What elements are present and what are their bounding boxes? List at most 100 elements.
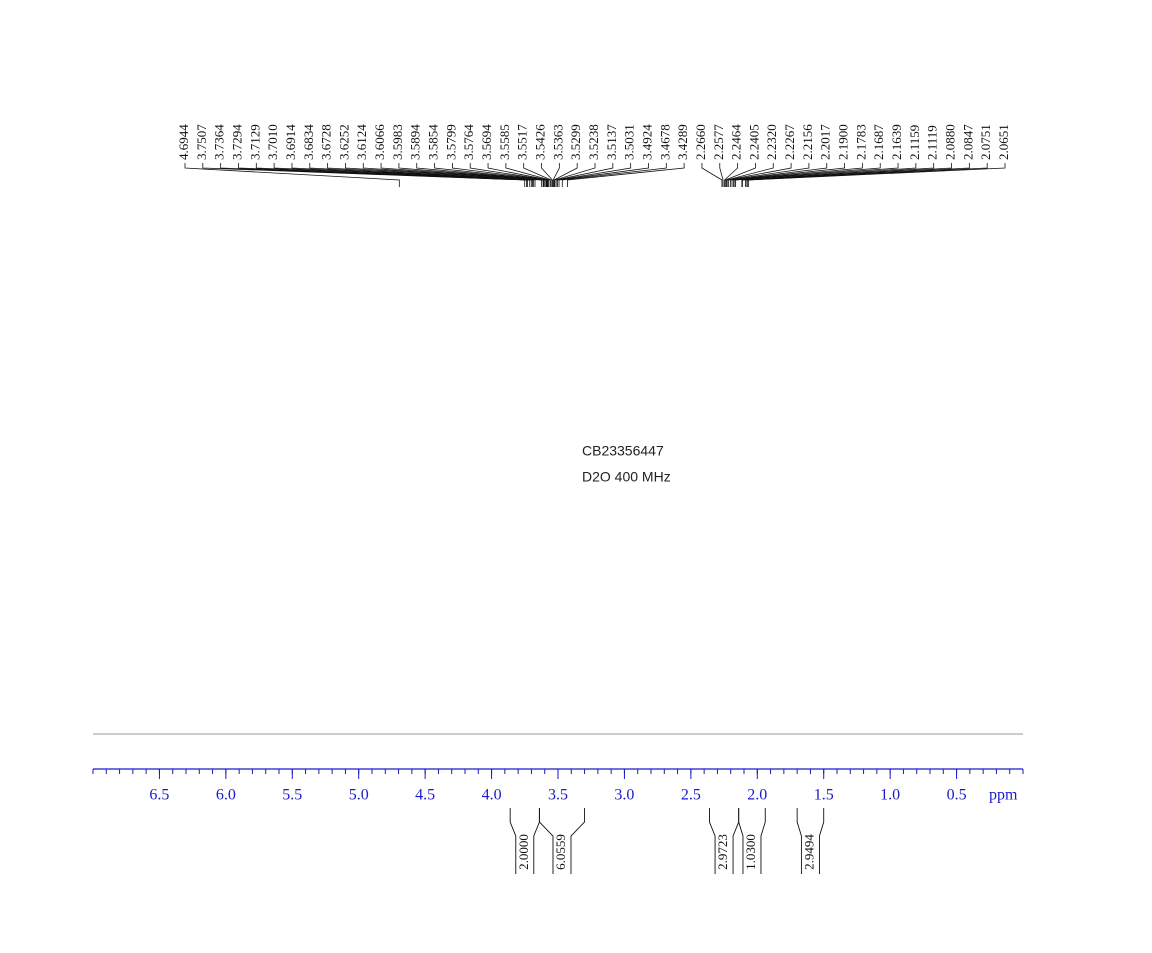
peak-leader <box>728 163 810 187</box>
peak-label: 2.2320 <box>764 124 779 160</box>
x-tick-label: 4.0 <box>482 787 502 804</box>
peak-leader <box>724 163 756 187</box>
x-tick-label: 5.5 <box>282 787 302 804</box>
peak-label: 2.1687 <box>871 124 886 160</box>
peak-label: 3.5031 <box>622 124 637 160</box>
integral-bracket <box>738 808 766 874</box>
peak-leader <box>730 163 828 187</box>
annotation: D2O 400 MHz <box>582 469 671 485</box>
peak-leader <box>523 163 552 187</box>
x-tick-label: 6.5 <box>149 787 169 804</box>
peak-leader <box>273 163 532 187</box>
peak-label: 3.5299 <box>568 124 583 160</box>
peak-label: 3.7507 <box>194 124 209 160</box>
peak-leader <box>309 163 535 187</box>
peak-leader <box>541 163 553 187</box>
peak-label: 3.4924 <box>639 124 654 160</box>
peak-label: 3.5694 <box>479 124 494 160</box>
peak-label: 3.7129 <box>247 124 262 160</box>
peak-label: 3.5137 <box>604 124 619 160</box>
peak-leader <box>416 163 547 187</box>
peak-leader <box>238 163 528 187</box>
x-tick-label: 1.0 <box>880 787 900 804</box>
peak-label: 2.2660 <box>693 124 708 160</box>
peak-leader <box>291 163 533 187</box>
peak-label: 2.2577 <box>711 124 726 160</box>
peak-leader <box>745 163 970 187</box>
peak-leader <box>741 163 917 187</box>
peak-leader <box>733 163 863 187</box>
peak-leader <box>735 163 899 187</box>
peak-leader <box>487 163 550 187</box>
x-tick-label: 4.5 <box>415 787 435 804</box>
peak-label: 2.2156 <box>800 124 815 160</box>
integral-label: 2.0000 <box>516 834 531 870</box>
x-tick-label: 6.0 <box>216 787 236 804</box>
peak-leader <box>184 163 400 187</box>
integral-label: 1.0300 <box>743 834 758 870</box>
peak-label: 2.1639 <box>889 124 904 160</box>
peak-label: 3.7010 <box>265 124 280 160</box>
peak-label: 3.5764 <box>461 124 476 160</box>
peak-leader <box>726 163 792 187</box>
peak-label: 3.5585 <box>497 124 512 160</box>
peak-leader <box>701 163 723 187</box>
peak-label: 3.5799 <box>443 124 458 160</box>
peak-label: 3.5983 <box>390 124 405 160</box>
peak-leader <box>555 163 614 187</box>
peak-leader <box>327 163 536 187</box>
peak-leader <box>745 163 952 187</box>
x-tick-label: 2.0 <box>747 787 767 804</box>
peak-leader <box>724 163 739 187</box>
peak-leader <box>469 163 549 187</box>
peak-leader <box>552 163 560 187</box>
peak-leader <box>719 163 724 187</box>
peak-label: 3.6914 <box>283 124 298 160</box>
integral-label: 6.0559 <box>553 834 568 870</box>
peak-leader <box>731 163 845 187</box>
peak-label: 2.1783 <box>853 124 868 160</box>
peak-leader <box>505 163 551 187</box>
peak-label: 3.5238 <box>586 124 601 160</box>
peak-label: 2.0751 <box>978 124 993 160</box>
peak-leader <box>726 163 774 187</box>
integral-label: 2.9723 <box>715 834 730 870</box>
peak-leader <box>734 163 881 187</box>
peak-label: 2.2267 <box>782 124 797 160</box>
x-tick-label: 2.5 <box>681 787 701 804</box>
peak-leader <box>746 163 988 187</box>
peak-leader <box>557 163 632 187</box>
peak-leader <box>362 163 544 187</box>
peak-label: 2.0847 <box>960 124 975 160</box>
peak-label: 2.2405 <box>746 124 761 160</box>
peak-leader <box>558 163 649 187</box>
peak-label: 3.4289 <box>675 124 690 160</box>
peak-leader <box>561 163 667 187</box>
peak-leader <box>742 163 935 187</box>
peak-label: 3.6124 <box>354 124 369 160</box>
peak-leader <box>434 163 548 187</box>
annotation: CB23356447 <box>582 443 664 459</box>
peak-leader <box>380 163 545 187</box>
peak-label: 3.7364 <box>212 124 227 160</box>
peak-label: 3.6834 <box>301 124 316 160</box>
peak-label: 3.6252 <box>336 124 351 160</box>
peak-label: 3.7294 <box>229 124 244 160</box>
peak-label: 3.5363 <box>550 124 565 160</box>
integral-bracket <box>538 808 586 874</box>
x-tick-label: 1.5 <box>814 787 834 804</box>
peak-label: 2.1159 <box>907 125 922 160</box>
peak-label: 2.2464 <box>729 124 744 160</box>
peak-leader <box>451 163 548 187</box>
peak-label: 3.5894 <box>408 124 423 160</box>
peak-label: 2.0880 <box>943 124 958 160</box>
peak-label: 3.5517 <box>515 124 530 160</box>
peak-label: 3.4678 <box>657 124 672 160</box>
integral-bracket <box>796 808 825 874</box>
peak-label: 4.6944 <box>176 124 191 160</box>
peak-label: 2.1119 <box>925 125 940 160</box>
peak-leader <box>398 163 546 187</box>
peak-leader <box>255 163 531 187</box>
integral-label: 2.9494 <box>801 834 816 870</box>
